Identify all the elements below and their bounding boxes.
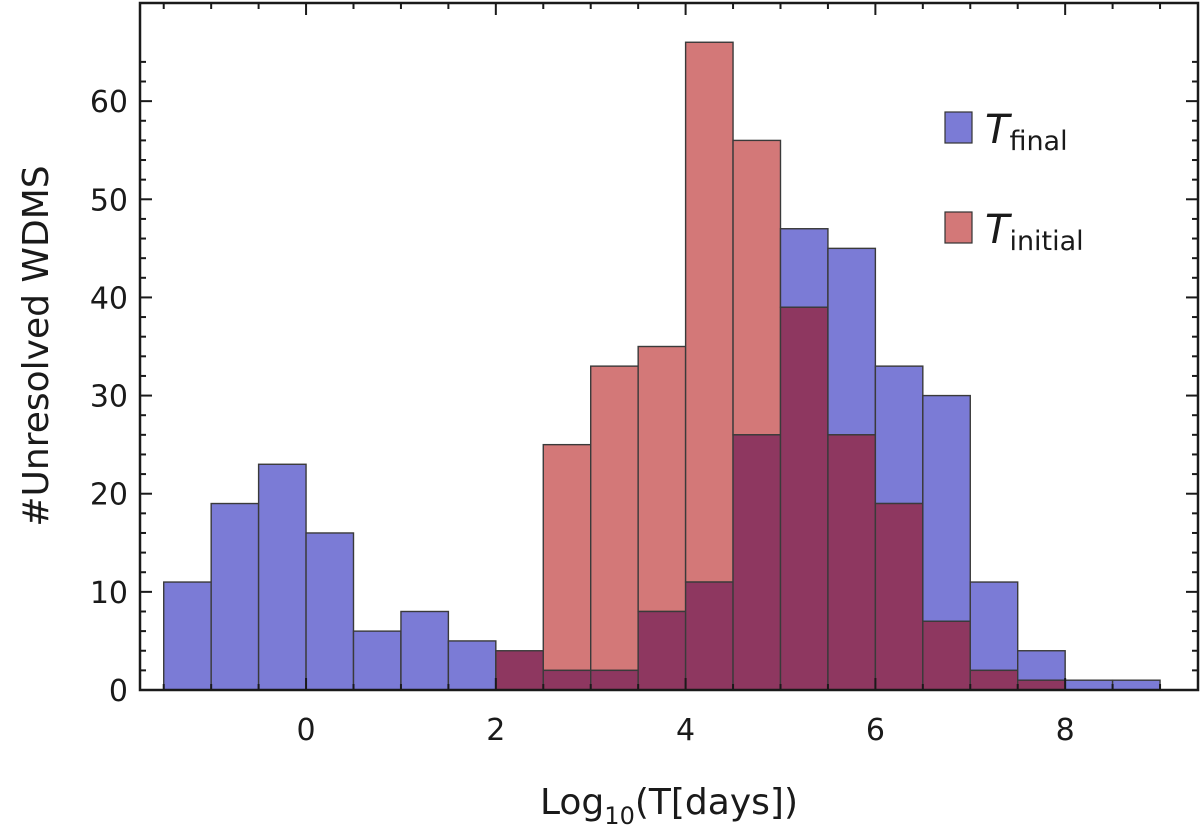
y-tick-label: 60	[90, 85, 128, 120]
y-axis-label: #Unresolved WDMS	[16, 165, 57, 526]
bar-initial-8	[542, 443, 592, 672]
x-tick-label: 6	[866, 713, 885, 748]
bars-layer	[163, 41, 1161, 691]
bar-initial-9	[590, 365, 639, 672]
bar-final-6	[447, 640, 497, 691]
bar-final-3	[305, 532, 355, 691]
bar-overlap-8	[542, 669, 592, 691]
bar-initial-10	[637, 345, 687, 613]
bar-overlap-10	[637, 610, 687, 691]
legend-swatch-final	[944, 111, 973, 144]
bar-overlap-11	[684, 581, 734, 691]
tick-labels-layer: 0 2 4 6 8 0 10 20 30 40 50 60	[90, 85, 1075, 748]
x-tick-label: 4	[676, 713, 695, 748]
bar-final-13	[779, 228, 829, 308]
y-tick-label: 0	[109, 674, 128, 709]
bar-final-1	[210, 502, 260, 691]
legend-label-final: Tfinal	[985, 107, 1068, 157]
y-tick-label: 10	[90, 576, 128, 611]
bar-final-4	[352, 630, 402, 691]
bar-initial-12	[732, 139, 782, 436]
legend-label-initial: Tinitial	[985, 207, 1084, 257]
bar-overlap-12	[732, 434, 782, 691]
bar-overlap-18	[1017, 679, 1066, 691]
bar-final-16	[922, 394, 971, 623]
bar-final-19	[1064, 679, 1114, 691]
bar-final-14	[827, 247, 877, 436]
ticks-layer	[140, 3, 1198, 691]
bar-overlap-13	[779, 306, 829, 691]
plot-frame	[138, 1, 1200, 692]
bar-overlap-7	[495, 650, 544, 691]
bar-final-5	[400, 610, 450, 691]
bar-overlap-15	[874, 502, 924, 691]
y-tick-label: 40	[90, 281, 128, 316]
y-tick-label: 50	[90, 183, 128, 218]
y-tick-label: 30	[90, 380, 128, 415]
x-tick-label: 0	[297, 713, 316, 748]
bar-final-2	[257, 463, 307, 691]
bar-overlap-17	[969, 669, 1019, 691]
bar-overlap-16	[922, 620, 971, 691]
bar-overlap-14	[827, 434, 877, 691]
bar-final-18	[1017, 650, 1066, 681]
bar-final-15	[874, 365, 924, 505]
bar-final-17	[969, 581, 1019, 672]
x-tick-label: 8	[1056, 713, 1075, 748]
x-axis-label: Log10(T[days])	[540, 782, 798, 830]
legend-swatch-initial	[944, 211, 973, 244]
bar-final-0	[163, 581, 212, 691]
bar-final-20	[1111, 679, 1161, 691]
bar-overlap-9	[590, 669, 639, 691]
x-tick-label: 2	[486, 713, 505, 748]
legend: Tfinal Tinitial	[944, 107, 1084, 257]
y-tick-label: 20	[90, 478, 128, 513]
bar-initial-11	[684, 41, 734, 583]
